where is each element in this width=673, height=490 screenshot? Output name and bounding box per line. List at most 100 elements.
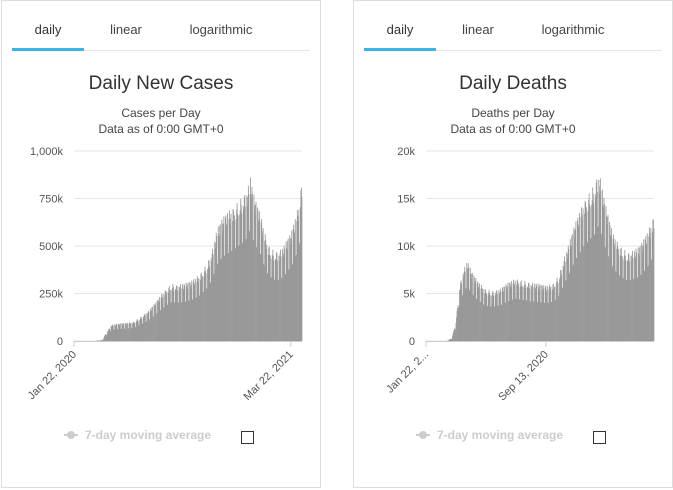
bar <box>562 287 564 341</box>
bar <box>224 255 226 341</box>
bar <box>583 246 585 341</box>
bar <box>153 304 155 341</box>
bar <box>495 295 497 341</box>
bar <box>252 193 253 341</box>
bar <box>634 251 635 341</box>
bar <box>221 223 223 341</box>
bar <box>182 284 183 341</box>
bar <box>271 255 273 341</box>
bar <box>483 304 484 341</box>
bar <box>220 258 222 341</box>
bar <box>199 295 201 341</box>
bar <box>296 220 298 341</box>
bar <box>513 279 515 341</box>
bar <box>147 313 149 341</box>
bar <box>118 325 120 341</box>
bar <box>276 253 278 341</box>
bar <box>532 282 533 341</box>
bar <box>493 296 495 341</box>
bar <box>591 204 593 341</box>
bar <box>176 285 178 341</box>
bar <box>580 216 582 341</box>
bar <box>624 249 626 341</box>
bar <box>512 299 514 341</box>
bar <box>247 185 249 341</box>
bar <box>498 294 500 341</box>
bar <box>528 283 530 341</box>
bar <box>194 284 196 341</box>
bar <box>535 288 537 341</box>
bar <box>518 283 520 341</box>
bar <box>556 277 558 341</box>
cases-chart: Daily New Cases Cases per Day Data as of 0… <box>26 73 303 444</box>
bar <box>142 323 144 341</box>
tab-linear[interactable]: linear <box>462 22 494 37</box>
bar <box>524 284 526 341</box>
bar <box>580 251 581 341</box>
tab-daily[interactable]: daily <box>364 1 436 51</box>
bar <box>620 247 622 341</box>
bar <box>633 279 634 341</box>
bar <box>198 295 200 341</box>
bar <box>560 270 562 341</box>
bar <box>620 248 622 341</box>
bar <box>171 289 173 341</box>
bar <box>621 256 623 341</box>
bar <box>172 287 174 341</box>
bar <box>275 259 277 341</box>
bar <box>539 284 541 341</box>
bar <box>523 287 525 341</box>
bar <box>590 238 592 341</box>
bar <box>184 285 186 341</box>
bar <box>480 302 481 341</box>
bar <box>243 197 245 341</box>
bar <box>215 242 217 341</box>
bar <box>215 232 217 341</box>
bar <box>244 206 246 341</box>
bar <box>140 317 142 341</box>
tab-linear[interactable]: linear <box>110 22 142 37</box>
bar <box>496 290 498 341</box>
bar <box>123 323 125 341</box>
bar <box>635 248 637 341</box>
bar <box>538 287 540 341</box>
legend[interactable]: 7-day moving average <box>64 428 211 442</box>
bar <box>277 260 278 341</box>
bar <box>607 214 609 341</box>
bar <box>499 292 501 341</box>
tab-logarithmic[interactable]: logarithmic <box>541 22 605 37</box>
bar <box>274 258 276 341</box>
bar <box>256 246 257 341</box>
bar <box>197 278 199 341</box>
bar <box>520 282 522 341</box>
bar <box>570 245 572 341</box>
bar <box>189 282 191 341</box>
bar <box>470 274 472 341</box>
bar <box>461 296 463 341</box>
legend-checkbox[interactable] <box>593 431 606 444</box>
tab-logarithmic[interactable]: logarithmic <box>189 22 253 37</box>
bar <box>156 313 158 341</box>
bar <box>109 331 111 341</box>
bar <box>606 224 608 341</box>
bar <box>531 285 533 341</box>
tab-daily[interactable]: daily <box>12 1 84 51</box>
bar <box>298 209 300 341</box>
bar <box>253 195 255 341</box>
bar <box>205 273 207 341</box>
bar <box>156 313 157 341</box>
bar <box>593 203 595 341</box>
bar <box>290 245 292 341</box>
legend-checkbox[interactable] <box>241 431 254 444</box>
legend[interactable]: 7-day moving average <box>416 428 563 442</box>
bar <box>159 310 161 341</box>
bar <box>292 229 294 341</box>
bar <box>169 290 171 341</box>
bar <box>579 252 581 341</box>
bar <box>517 286 519 341</box>
bar <box>488 289 490 341</box>
bar <box>533 301 534 341</box>
bar <box>524 281 526 341</box>
bar <box>618 275 620 341</box>
bar <box>484 289 486 341</box>
